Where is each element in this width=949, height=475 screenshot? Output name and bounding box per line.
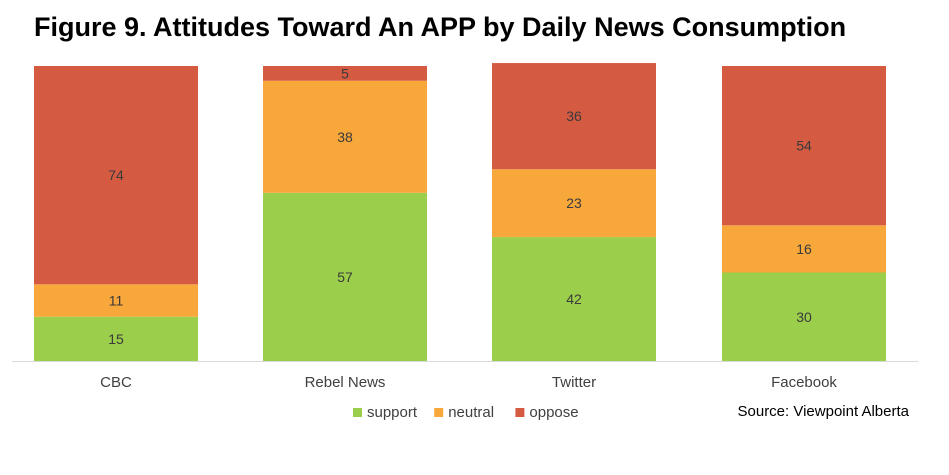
chart-title: Figure 9. Attitudes Toward An APP by Dai…	[34, 12, 847, 42]
bar-segment-oppose	[263, 66, 427, 81]
bar-segment-oppose	[34, 66, 198, 285]
data-label-support: 30	[796, 309, 812, 325]
legend-swatch-support	[353, 408, 362, 417]
bar-segment-support	[492, 237, 656, 361]
x-tick-label: CBC	[100, 374, 132, 391]
data-label-neutral: 11	[109, 293, 124, 309]
bar-segment-support	[34, 316, 198, 361]
x-tick-label: Facebook	[771, 374, 837, 391]
bar-segment-neutral	[722, 225, 886, 273]
bar-segment-neutral	[492, 169, 656, 238]
legend-label-neutral: neutral	[448, 404, 494, 421]
data-label-neutral: 16	[796, 241, 812, 257]
data-label-support: 15	[108, 331, 124, 347]
data-label-oppose: 74	[108, 167, 124, 183]
bar-segment-neutral	[263, 80, 427, 193]
bar-segment-neutral	[34, 284, 198, 317]
legend-swatch-oppose	[515, 408, 525, 417]
data-label-support: 57	[337, 269, 353, 285]
legend-label-support: support	[367, 404, 418, 421]
x-tick-label: Twitter	[552, 374, 596, 391]
legend-swatch-neutral	[434, 408, 444, 417]
bar-segment-support	[263, 192, 427, 361]
bar-segment-oppose	[722, 66, 886, 226]
data-label-oppose: 54	[796, 138, 812, 154]
bar-segment-oppose	[492, 63, 656, 170]
source-note: Source: Viewpoint Alberta	[737, 403, 910, 420]
bar-segment-support	[722, 272, 886, 361]
data-label-oppose: 36	[566, 108, 582, 124]
data-label-neutral: 38	[337, 129, 353, 145]
legend-label-oppose: oppose	[529, 404, 578, 421]
data-label-neutral: 23	[566, 195, 582, 211]
data-label-oppose: 5	[341, 65, 349, 81]
x-tick-label: Rebel News	[305, 374, 386, 391]
data-label-support: 42	[566, 291, 582, 307]
